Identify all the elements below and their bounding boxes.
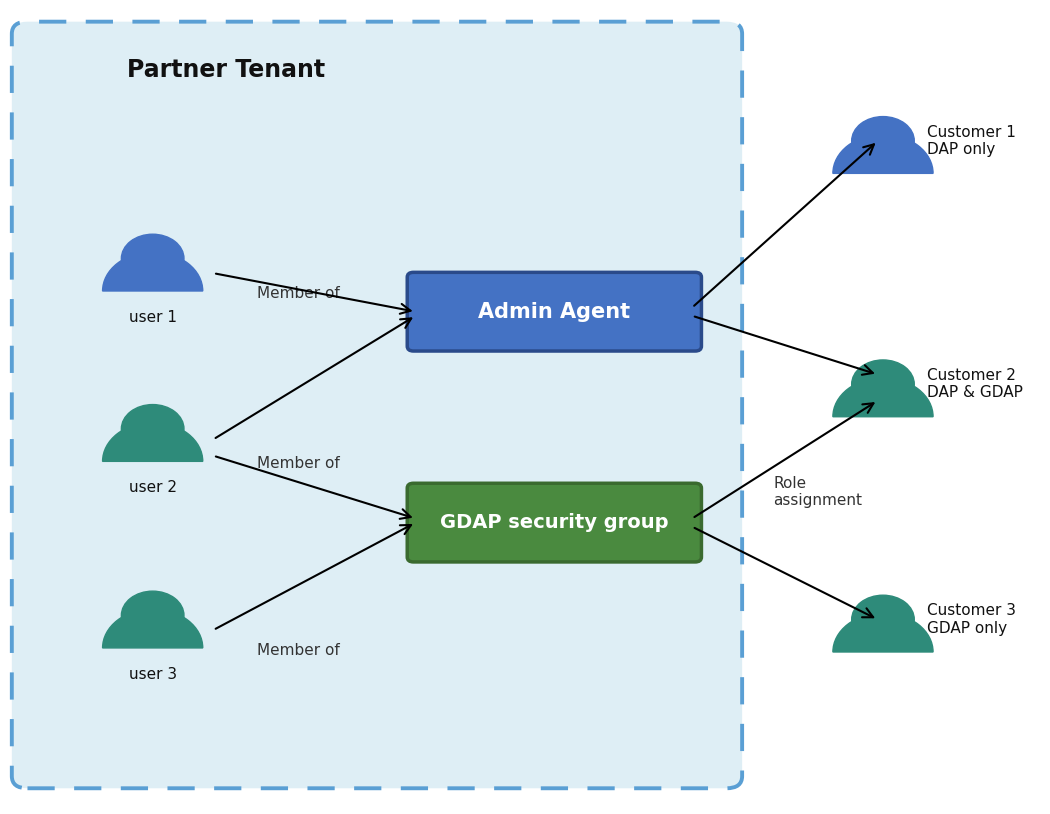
Wedge shape (103, 609, 203, 648)
Text: Admin Agent: Admin Agent (479, 302, 630, 322)
Text: Customer 2
DAP & GDAP: Customer 2 DAP & GDAP (927, 368, 1023, 400)
Text: user 1: user 1 (129, 309, 176, 325)
Circle shape (122, 591, 184, 640)
Text: Member of: Member of (257, 457, 340, 471)
Text: Member of: Member of (257, 286, 340, 301)
FancyBboxPatch shape (407, 273, 701, 351)
Circle shape (852, 595, 915, 644)
Text: GDAP security group: GDAP security group (440, 513, 669, 532)
Text: Member of: Member of (257, 643, 340, 658)
Text: user 2: user 2 (129, 480, 176, 495)
Wedge shape (103, 422, 203, 462)
Wedge shape (833, 134, 933, 173)
FancyBboxPatch shape (12, 22, 742, 788)
Circle shape (122, 234, 184, 283)
Circle shape (122, 405, 184, 453)
FancyBboxPatch shape (407, 484, 701, 562)
Wedge shape (833, 378, 933, 417)
Text: Customer 3
GDAP only: Customer 3 GDAP only (927, 603, 1015, 636)
Wedge shape (103, 252, 203, 291)
Text: Partner Tenant: Partner Tenant (127, 59, 324, 82)
Circle shape (852, 360, 915, 409)
Text: user 3: user 3 (128, 667, 176, 681)
Wedge shape (833, 613, 933, 652)
Text: Role
assignment: Role assignment (774, 476, 862, 509)
Text: Customer 1
DAP only: Customer 1 DAP only (927, 125, 1015, 157)
Circle shape (852, 116, 915, 165)
